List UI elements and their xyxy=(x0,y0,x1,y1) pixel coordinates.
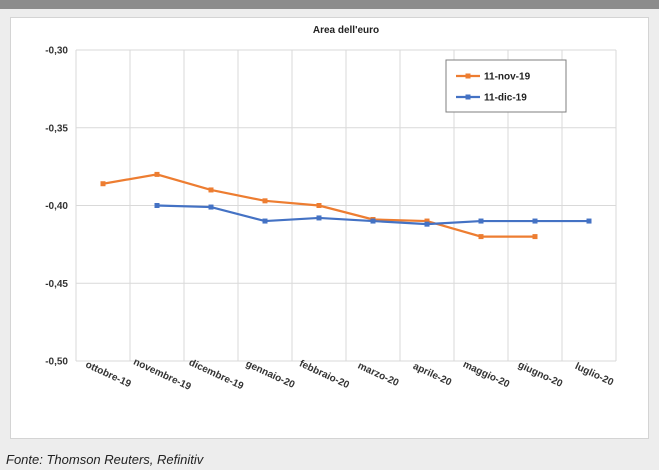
series-point xyxy=(100,181,106,187)
x-tick-label: aprile-20 xyxy=(411,361,453,389)
chart-title: Area dell'euro xyxy=(313,25,379,36)
x-tick-label: marzo-20 xyxy=(356,360,401,389)
x-tick-label: gennaio-20 xyxy=(244,359,297,391)
x-tick-label: giugno-20 xyxy=(516,360,564,390)
series-point xyxy=(478,234,484,240)
x-tick-label: dicembre-19 xyxy=(187,357,245,392)
series-point xyxy=(316,215,322,221)
x-tick-label: ottobre-19 xyxy=(84,359,133,390)
series-point xyxy=(154,171,160,177)
y-tick-label: -0,35 xyxy=(45,123,68,134)
top-bar xyxy=(0,0,659,9)
y-tick-label: -0,40 xyxy=(45,201,68,212)
line-chart: Area dell'euro -0,30 -0,35 -0,40 -0,45 -0,50 o… xyxy=(45,25,617,393)
y-tick-label: -0,45 xyxy=(45,279,68,290)
x-tick-label: novembre-19 xyxy=(132,357,193,393)
x-tick-label: maggio-20 xyxy=(461,359,511,390)
series-point xyxy=(424,218,430,224)
legend-swatch-marker xyxy=(465,73,471,79)
series-point xyxy=(154,203,160,208)
x-tick-label: luglio-20 xyxy=(573,361,615,389)
series-point xyxy=(370,218,376,224)
series-point xyxy=(316,203,322,208)
y-tick-label: -0,50 xyxy=(45,357,68,368)
x-tick-label: febbraio-20 xyxy=(297,358,351,391)
series-point xyxy=(262,198,268,204)
series-point xyxy=(208,187,214,193)
series-point xyxy=(208,204,214,210)
legend-label: 11-nov-19 xyxy=(484,72,531,83)
series-point xyxy=(424,221,430,227)
source-note: Fonte: Thomson Reuters, Refinitiv xyxy=(6,452,204,467)
series-point xyxy=(478,218,484,224)
y-tick-label: -0,30 xyxy=(45,46,68,57)
series-point xyxy=(532,218,538,224)
chart-container: Area dell'euro -0,30 -0,35 -0,40 -0,45 -0,50 o… xyxy=(10,17,649,439)
legend-swatch-marker xyxy=(465,94,471,100)
series-point xyxy=(532,234,538,240)
series-point xyxy=(262,218,268,224)
series-point xyxy=(586,218,592,224)
legend-box xyxy=(445,59,567,113)
legend-label: 11-dic-19 xyxy=(484,93,527,104)
